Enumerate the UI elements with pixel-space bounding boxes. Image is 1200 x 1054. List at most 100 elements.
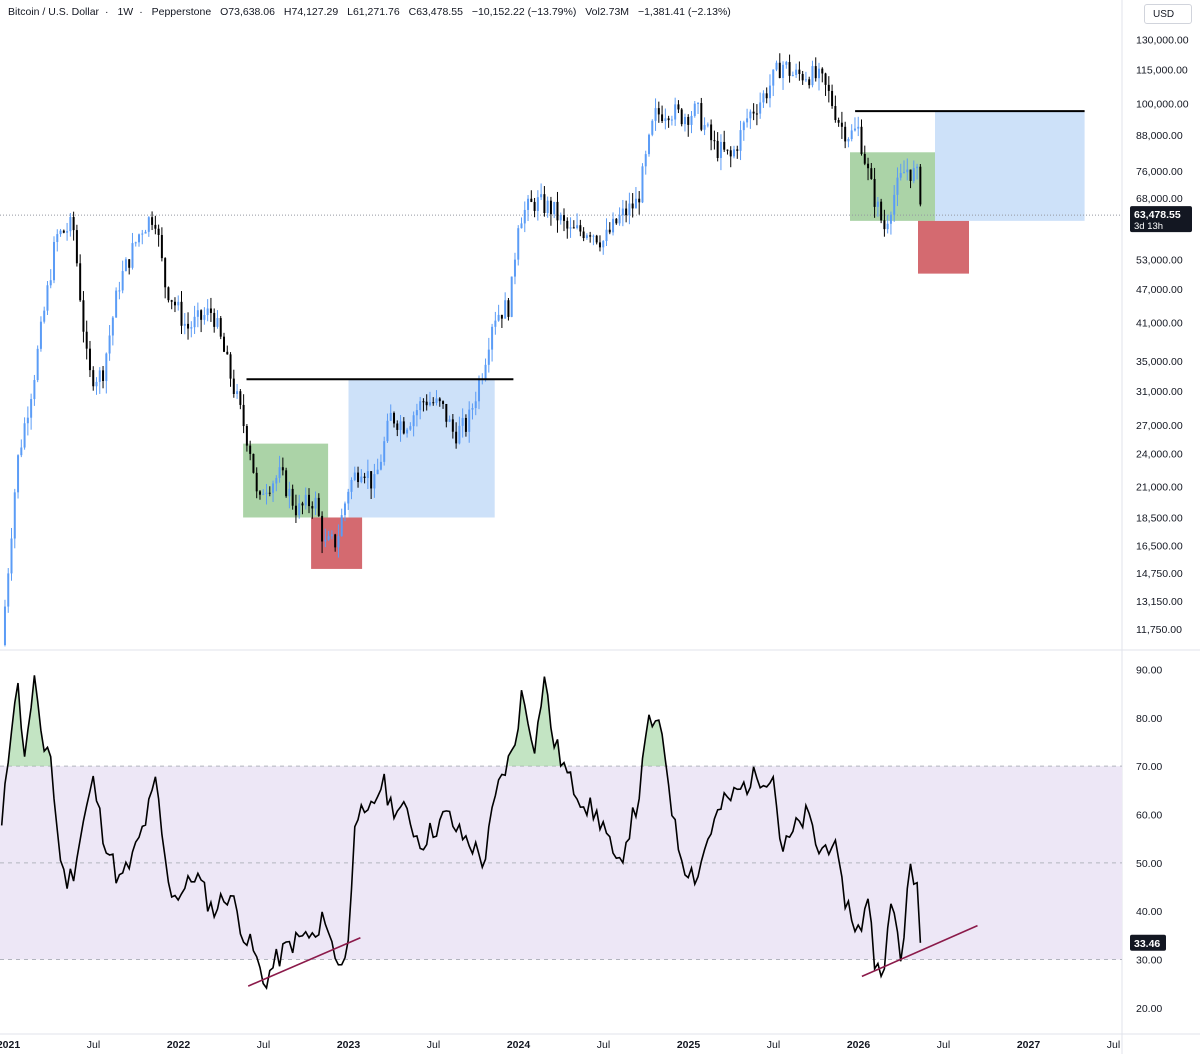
candle-body (105, 353, 108, 382)
candle-body (729, 150, 732, 157)
candle-body (693, 103, 696, 116)
price-axis-label: 76,000.00 (1136, 166, 1183, 178)
candle-body (124, 259, 127, 272)
candle-body (177, 301, 180, 306)
candle-body (736, 149, 739, 151)
candle-body (906, 169, 909, 173)
candle-body (811, 66, 814, 86)
candle-body (13, 492, 16, 539)
candle-body (867, 163, 870, 169)
candle-body (223, 336, 226, 352)
candle-body (726, 149, 729, 151)
candle-body (138, 234, 141, 243)
candle-body (275, 477, 278, 484)
candle-body (719, 141, 722, 158)
rsi-overbought-fills (8, 675, 666, 767)
price-axis-label: 88,000.00 (1136, 130, 1183, 142)
candle-body (680, 109, 683, 125)
candle-body (360, 476, 363, 483)
rsi-axis-label: 30.00 (1136, 955, 1162, 967)
candle-body (108, 335, 111, 354)
symbol-name[interactable]: Bitcoin / U.S. Dollar (8, 6, 100, 18)
candle-body (308, 494, 311, 507)
time-axis-label: 2023 (337, 1039, 361, 1051)
candle-body (765, 93, 768, 99)
candle-body (422, 401, 425, 403)
candle-body (598, 242, 601, 248)
price-axis-label: 16,500.00 (1136, 541, 1183, 553)
currency-selector[interactable]: USD (1144, 4, 1192, 24)
candle-body (128, 259, 131, 268)
price-axis-label: 13,150.00 (1136, 596, 1183, 608)
candle-body (249, 445, 252, 454)
candle-body (379, 461, 382, 470)
candle-body (206, 308, 209, 316)
candle-body (39, 321, 42, 349)
candle-body (870, 168, 873, 179)
candle-body (706, 124, 709, 126)
interval[interactable]: 1W (117, 6, 134, 18)
candle-body (49, 280, 52, 286)
candle-body (683, 116, 686, 125)
candle-body (337, 536, 340, 548)
candle-body (818, 68, 821, 79)
price-axis-label: 35,000.00 (1136, 356, 1183, 368)
candle-body (26, 417, 29, 424)
candle-body (75, 230, 78, 264)
candle-body (903, 172, 906, 174)
candle-body (141, 233, 144, 235)
candle-body (242, 404, 245, 427)
price-axis-label: 47,000.00 (1136, 284, 1183, 296)
candle-body (98, 370, 101, 382)
candle-body (288, 488, 291, 497)
candle-body (582, 231, 585, 239)
candle-body (912, 168, 915, 181)
candle-body (187, 323, 190, 329)
candle-body (876, 201, 879, 207)
time-axis-label: Jul (767, 1039, 780, 1051)
candle-body (566, 220, 569, 229)
candle-body (229, 354, 232, 379)
candle-body (59, 230, 62, 235)
zone-red-4 (918, 220, 969, 274)
candle-body (873, 178, 876, 207)
candle-body (376, 469, 379, 475)
candle-body (347, 491, 350, 504)
candle-body (46, 285, 49, 311)
candle-body (739, 130, 742, 151)
candle-body (190, 327, 193, 329)
rsi-axis-label: 20.00 (1136, 1003, 1162, 1015)
candle-body (847, 139, 850, 142)
candle-body (432, 402, 435, 404)
candle-body (530, 198, 533, 202)
candle-body (654, 108, 657, 121)
candle-body (899, 173, 902, 178)
time-axis-label: Jul (597, 1039, 610, 1051)
candle-body (536, 197, 539, 211)
candle-body (23, 423, 26, 448)
candle-body (844, 126, 847, 142)
time-axis-label: 2025 (677, 1039, 701, 1051)
candle-body (840, 122, 843, 127)
candle-body (95, 381, 98, 387)
price-axis-label: 18,500.00 (1136, 512, 1183, 524)
candle-body (30, 399, 33, 418)
candle-body (749, 111, 752, 119)
candle-body (716, 140, 719, 158)
candle-body (451, 419, 454, 432)
candle-body (795, 69, 798, 75)
candle-body (304, 494, 307, 506)
candle-body (56, 234, 59, 242)
time-axis-label: 2022 (167, 1039, 191, 1051)
candle-body (697, 103, 700, 105)
candle-body (393, 412, 396, 424)
candle-body (500, 314, 503, 319)
candle-body (661, 114, 664, 122)
candle-body (520, 223, 523, 229)
candle-body (3, 606, 6, 645)
time-axis-label: 2021 (0, 1039, 20, 1051)
candle-body (543, 194, 546, 213)
candle-body (857, 126, 860, 129)
candle-body (628, 203, 631, 216)
